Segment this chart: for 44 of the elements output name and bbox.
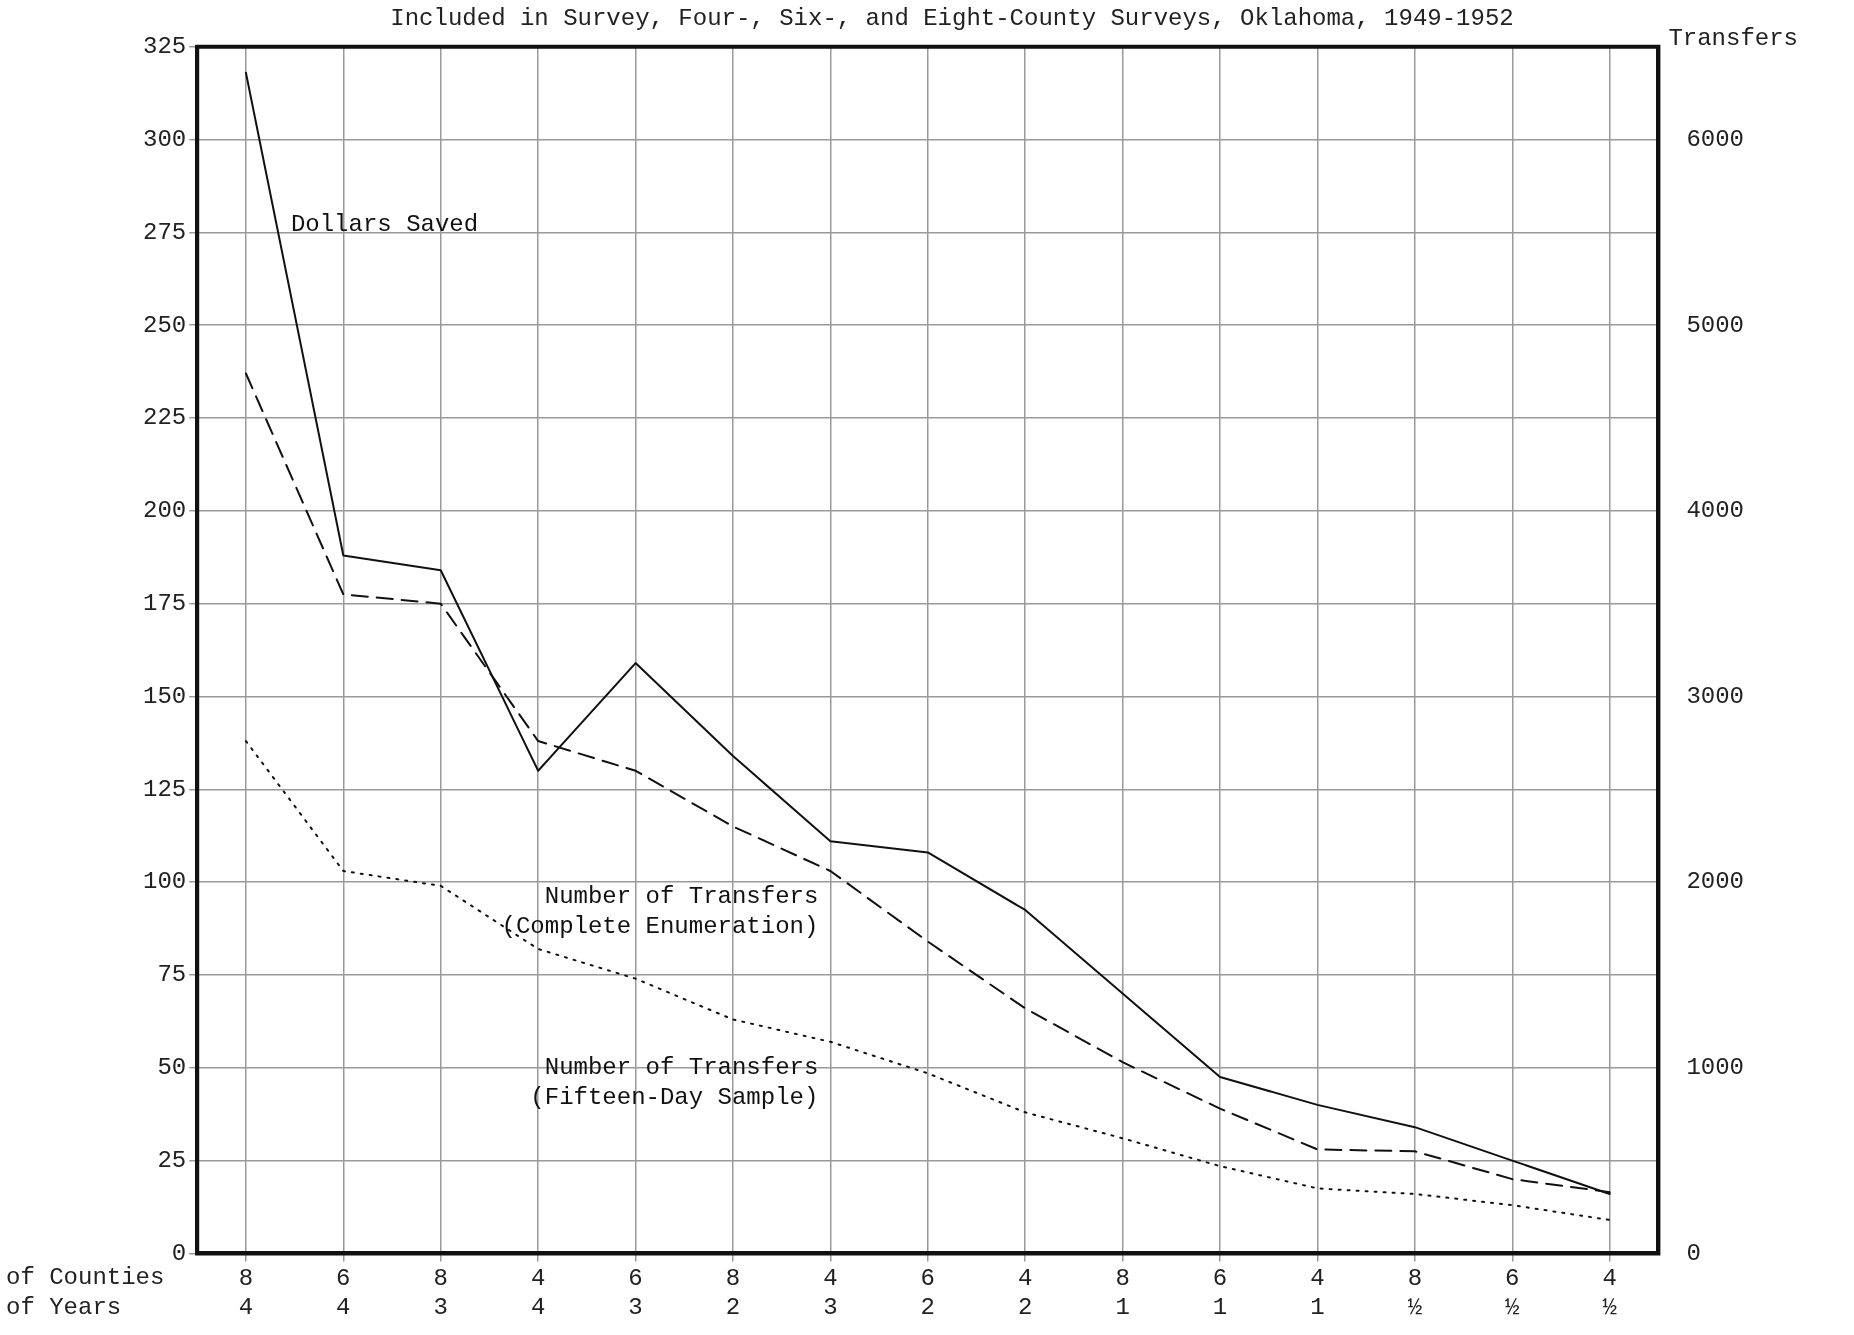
x-tick-label: 6 1	[1212, 1265, 1228, 1321]
x-tick-label: 6 2	[920, 1265, 935, 1321]
y-tick-label: 0	[171, 1239, 187, 1267]
series-label: Number of Transfers (Complete Enumeration)	[501, 883, 819, 941]
chart-title: Included in Survey, Four-, Six-, and Eight-County Surveys, Oklahoma, 1949-1952	[390, 4, 1514, 32]
x-tick-label: 4 ½	[1602, 1265, 1618, 1321]
y-tick-label: 75	[157, 961, 187, 989]
y-tick-label: 250	[142, 311, 187, 339]
y-tick-label: 325	[142, 33, 187, 61]
x-tick-label: 4 2	[1018, 1265, 1033, 1321]
x-tick-label: 6 3	[628, 1265, 643, 1321]
y-tick-label: 25	[157, 1146, 187, 1174]
y2-tick-label: 0	[1686, 1239, 1701, 1267]
y-tick-label: 150	[142, 682, 187, 710]
y-tick-label: 50	[157, 1054, 187, 1082]
x-tick-label: 4 3	[823, 1265, 838, 1321]
y2-tick-label: 3000	[1686, 682, 1744, 710]
y-tick-label: 125	[142, 775, 187, 803]
x-tick-label: 6 4	[336, 1265, 351, 1321]
y-tick-label: 100	[142, 868, 187, 896]
y2-tick-label: 1000	[1686, 1054, 1744, 1082]
series-label: Dollars Saved	[290, 211, 479, 239]
x-tick-label: 8 1	[1115, 1265, 1130, 1321]
text: of Counties	[6, 1263, 165, 1291]
y2-tick-label: 4000	[1686, 497, 1744, 525]
x-tick-label: 4 4	[530, 1265, 546, 1321]
y-tick-label: 225	[142, 404, 187, 432]
y-tick-label: 200	[142, 497, 187, 525]
series-label: Number of Transfers (Fifteen-Day Sample)	[530, 1054, 819, 1112]
x-tick-label: 8 4	[238, 1265, 254, 1321]
x-tick-label: 8 ½	[1407, 1265, 1423, 1321]
text: of Years	[6, 1293, 122, 1321]
y2-tick-label: 6000	[1686, 125, 1744, 153]
y-tick-label: 275	[142, 218, 187, 246]
x-tick-label: 8 2	[725, 1265, 741, 1321]
y-tick-label: 175	[142, 590, 187, 618]
line-series	[244, 740, 1611, 1221]
y2-tick-label: 2000	[1686, 868, 1744, 896]
x-tick-label: 4 1	[1310, 1265, 1325, 1321]
x-tick-label: 8 3	[433, 1265, 448, 1321]
y-tick-label: 300	[142, 125, 187, 153]
y2-tick-label: 5000	[1686, 311, 1744, 339]
x-tick-label: 6 ½	[1505, 1265, 1521, 1321]
y2-axis-title: Transfers	[1668, 25, 1799, 53]
